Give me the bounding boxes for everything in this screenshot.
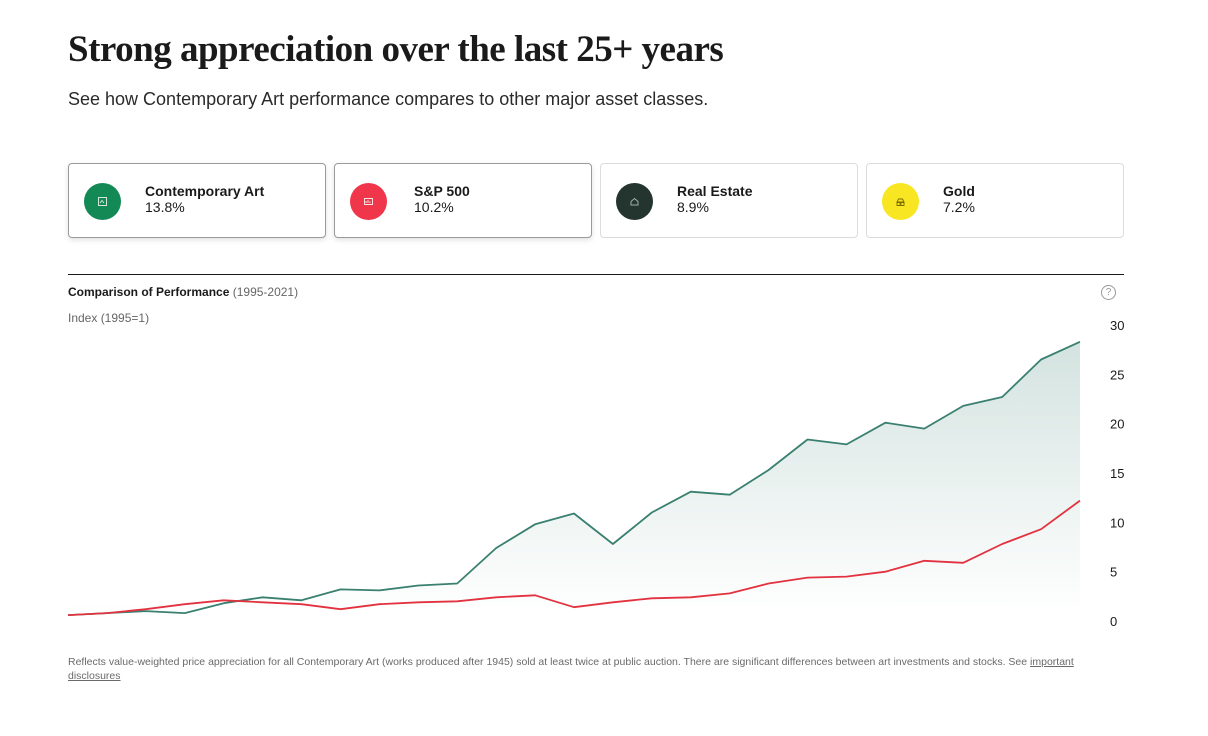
- asset-class-selector: Contemporary Art 13.8% S&P 500 10.2% Rea…: [68, 163, 1124, 238]
- card-gold[interactable]: Gold 7.2%: [866, 163, 1124, 238]
- disclaimer: Reflects value-weighted price appreciati…: [68, 655, 1098, 683]
- stocks-icon: [350, 183, 387, 220]
- y-tick-label: 0: [1110, 614, 1117, 629]
- y-tick-label: 15: [1110, 466, 1124, 481]
- card-sp-500[interactable]: S&P 500 10.2%: [334, 163, 592, 238]
- series-line-s-p-500: [67, 499, 1081, 616]
- card-name: Real Estate: [677, 183, 753, 199]
- card-return: 10.2%: [414, 199, 454, 215]
- help-icon[interactable]: ?: [1101, 285, 1116, 300]
- gold-icon: [882, 183, 919, 220]
- card-contemporary-art[interactable]: Contemporary Art 13.8%: [68, 163, 326, 238]
- series-area-contemporary-art: [68, 341, 1080, 616]
- art-icon: [84, 183, 121, 220]
- card-name: Gold: [943, 183, 975, 199]
- card-return: 13.8%: [145, 199, 185, 215]
- chart-divider: [68, 274, 1124, 275]
- card-return: 7.2%: [943, 199, 975, 215]
- y-tick-label: 25: [1110, 367, 1124, 382]
- card-real-estate[interactable]: Real Estate 8.9%: [600, 163, 858, 238]
- chart-title-text: Comparison of Performance: [68, 285, 230, 299]
- chart-period: (1995-2021): [232, 285, 299, 299]
- card-name: S&P 500: [414, 183, 470, 199]
- page-subtitle: See how Contemporary Art performance com…: [68, 89, 709, 109]
- house-icon: [616, 183, 653, 220]
- disclosures-link[interactable]: important disclosures: [68, 656, 1074, 682]
- y-tick-label: 10: [1110, 515, 1124, 530]
- chart-title: Comparison of Performance (1995-2021): [68, 285, 298, 299]
- y-tick-label: 20: [1110, 417, 1124, 432]
- y-tick-label: 5: [1110, 565, 1117, 580]
- card-name: Contemporary Art: [145, 183, 265, 199]
- card-return: 8.9%: [677, 199, 709, 215]
- page-title: Strong appreciation over the last 25+ ye…: [68, 29, 724, 70]
- y-tick-label: 30: [1110, 318, 1124, 333]
- disclaimer-text: Reflects value-weighted price appreciati…: [68, 656, 1028, 668]
- y-axis-label: Index (1995=1): [68, 311, 150, 325]
